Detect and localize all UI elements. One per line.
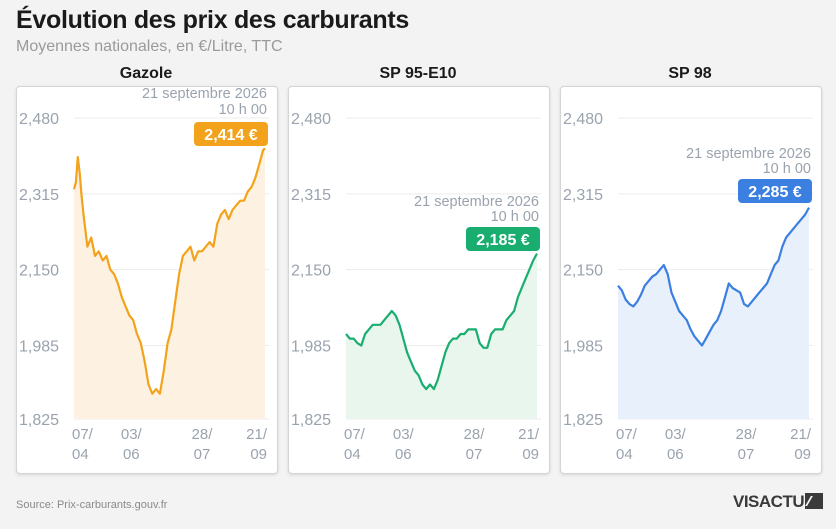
x-tick-label: 07 [466,446,483,463]
y-tick-label: 2,480 [19,111,59,128]
y-tick-label: 1,825 [563,412,603,429]
y-tick-label: 2,480 [563,111,603,128]
x-tick-label: 04 [344,446,361,463]
y-tick-label: 2,480 [291,111,331,128]
x-tick-label: 07 [738,446,755,463]
x-tick-label: 07 [194,446,211,463]
y-tick-label: 2,315 [563,187,603,204]
x-tick-label: 21/ [790,426,812,443]
y-tick-label: 2,150 [291,263,331,280]
value-badge-label: 2,285 € [748,184,801,201]
y-tick-label: 1,825 [291,412,331,429]
y-tick-label: 2,150 [19,263,59,280]
brand-logo: VISACTU [733,492,824,512]
panel-title-sp98: SP 98 [668,65,712,82]
y-tick-label: 2,315 [291,187,331,204]
chart-gazole: 2,480 2,315 2,150 1,985 1,825 07/04 03/06 28/07… [19,87,269,463]
value-badge [466,227,540,251]
series-area [346,253,537,419]
chart-sp98: 2,480 2,315 2,150 1,985 1,825 07/04 03/06 28/07… [563,111,813,463]
x-tick-label: 09 [250,446,267,463]
panel-title-gazole: Gazole [119,65,173,82]
chart-panel-sp95: 2,480 2,315 2,150 1,985 1,825 07/04 03/06 28/07… [288,86,550,474]
series-line [72,147,266,395]
y-tick-label: 1,985 [563,338,603,355]
value-badge [194,122,268,146]
page-title: Évolution des prix des carburants [16,6,409,34]
x-tick-label: 03/ [121,426,143,443]
page-subtitle: Moyennes nationales, en €/Litre, TTC [16,38,283,55]
x-tick-label: 09 [794,446,811,463]
series-area [618,207,809,419]
x-tick-label: 28/ [464,426,486,443]
x-tick-label: 28/ [736,426,758,443]
x-tick-label: 06 [123,446,140,463]
x-tick-label: 07/ [344,426,366,443]
x-tick-label: 03/ [393,426,415,443]
series-line [345,253,538,391]
y-tick-label: 1,985 [19,338,59,355]
series-line [617,207,810,347]
value-badge-label: 2,414 € [204,127,257,144]
x-tick-label: 04 [72,446,89,463]
chart-sp95: 2,480 2,315 2,150 1,985 1,825 07/04 03/06 28/07… [291,111,541,463]
y-tick-label: 1,985 [291,338,331,355]
annotation-date: 21 septembre 2026 [414,194,539,210]
chart-panel-sp98: 2,480 2,315 2,150 1,985 1,825 07/04 03/06 28/07… [560,86,822,474]
annotation-time: 10 h 00 [763,161,811,177]
value-badge [738,179,812,203]
x-tick-label: 06 [667,446,684,463]
annotation-time: 10 h 00 [219,102,267,118]
source-note: Source: Prix-carburants.gouv.fr [16,499,168,511]
annotation-date: 21 septembre 2026 [142,87,267,102]
x-tick-label: 06 [395,446,412,463]
panel-title-sp95: SP 95-E10 [379,65,457,82]
x-tick-label: 09 [522,446,539,463]
x-tick-label: 07/ [72,426,94,443]
series-area [74,148,265,420]
chart-panel-gazole: 2,480 2,315 2,150 1,985 1,825 07/04 03/06 28/07… [16,86,278,474]
x-tick-label: 07/ [616,426,638,443]
y-tick-label: 2,315 [19,187,59,204]
annotation-date: 21 septembre 2026 [686,146,811,162]
x-tick-label: 28/ [192,426,214,443]
x-tick-label: 21/ [518,426,540,443]
y-tick-label: 1,825 [19,412,59,429]
x-tick-label: 03/ [665,426,687,443]
y-tick-label: 2,150 [563,263,603,280]
x-tick-label: 21/ [246,426,268,443]
value-badge-label: 2,185 € [476,232,529,249]
x-tick-label: 04 [616,446,633,463]
logo-mark-icon [805,493,824,509]
annotation-time: 10 h 00 [491,209,539,225]
